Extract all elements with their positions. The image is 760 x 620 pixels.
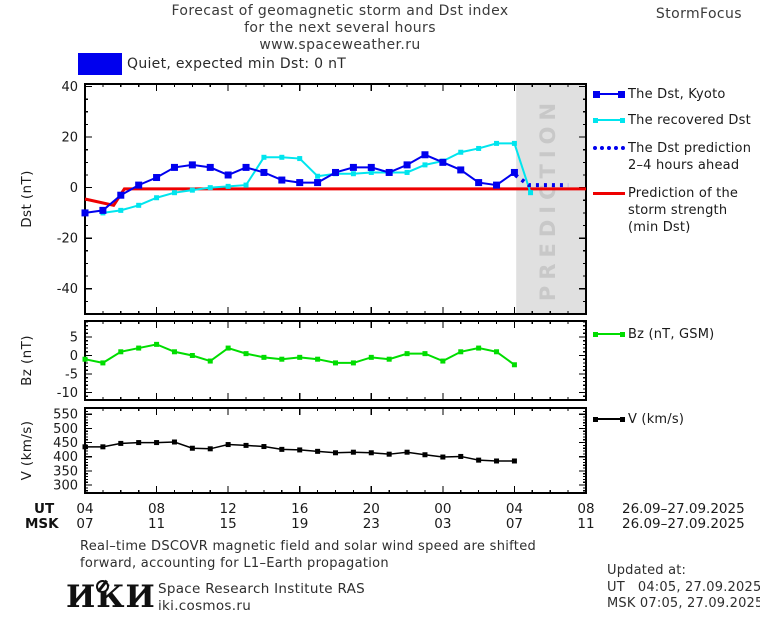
dst-ytick-label: -40 — [57, 282, 78, 297]
bz-ytick-label: -5 — [65, 368, 78, 383]
v-ytick-label: 300 — [53, 479, 78, 494]
bz-ytick-label: 0 — [70, 349, 78, 364]
v-ytick-label: 500 — [53, 422, 78, 437]
dst-axis-title: Dst (nT) — [19, 170, 35, 228]
iki-logo: ИКИ — [66, 579, 156, 615]
dst-series-3 — [514, 173, 569, 188]
v-ytick-label: 400 — [53, 450, 78, 465]
updated-msk: MSK 07:05, 27.09.2025 — [607, 596, 760, 611]
ut-row-label: UT — [34, 501, 55, 517]
bz-ytick-label: -10 — [57, 386, 78, 401]
bz-series-0 — [82, 341, 517, 368]
page-title: Forecast of geomagnetic storm and Dst in… — [60, 3, 620, 54]
dst-series-1 — [100, 140, 534, 216]
v-series-0 — [82, 439, 517, 464]
institute-block: Space Research Institute RAS iki.cosmos.… — [158, 581, 365, 614]
legend-item-dst-prediction: The Dst prediction 2–4 hours ahead — [593, 140, 751, 174]
dst-panel: PREDICTION 40 20 0 -20 -40 Dst (nT) — [19, 80, 587, 315]
msk-date-range: 26.09–27.09.2025 — [622, 516, 745, 532]
msk-tick-label: 23 — [363, 516, 380, 532]
updated-ut: UT 04:05, 27.09.2025 — [607, 579, 760, 595]
ut-tick-label: 08 — [577, 501, 594, 517]
legend-item-bz: Bz (nT, GSM) — [593, 326, 714, 343]
recovered-series-marker — [593, 117, 625, 123]
status-color-box — [78, 53, 122, 75]
ut-tick-label: 08 — [148, 501, 165, 517]
v-ticks — [85, 407, 586, 493]
title-line-1: Forecast of geomagnetic storm and Dst in… — [171, 3, 509, 19]
time-axis-rows: UTMSK0407081112151619202300030407081126.… — [25, 501, 745, 532]
prediction-watermark: PREDICTION — [536, 97, 560, 301]
msk-tick-label: 07 — [76, 516, 93, 532]
v-ytick-label: 450 — [53, 436, 78, 451]
msk-tick-label: 11 — [577, 516, 594, 532]
msk-tick-label: 15 — [220, 516, 237, 532]
bz-series-marker — [593, 331, 625, 337]
dst-series-2 — [81, 151, 518, 217]
iki-logo-text: ИКИ — [66, 579, 156, 615]
msk-tick-label: 19 — [291, 516, 308, 532]
updated-block: Updated at: UT 04:05, 27.09.2025 MSK 07:… — [607, 563, 760, 613]
v-ytick-label: 550 — [53, 408, 78, 423]
bz-frame — [84, 320, 587, 401]
legend-label-recovered: The recovered Dst — [628, 113, 751, 128]
footnote: Real–time DSCOVR magnetic field and sola… — [80, 539, 536, 572]
v-frame — [84, 407, 587, 494]
title-line-3-url: www.spaceweather.ru — [259, 37, 421, 53]
dst-series-0 — [84, 187, 586, 208]
bz-ytick-label: 5 — [70, 330, 78, 345]
ut-tick-label: 04 — [506, 501, 523, 517]
msk-row-label: MSK — [25, 516, 59, 532]
legend-label-storm: Prediction of the storm strength (min Ds… — [628, 186, 739, 235]
legend-item-recovered-dst: The recovered Dst — [593, 112, 751, 129]
kyoto-series-marker — [593, 90, 625, 98]
legend-label-bz: Bz (nT, GSM) — [628, 327, 715, 342]
updated-label: Updated at: — [607, 563, 687, 578]
ut-tick-label: 12 — [220, 501, 237, 517]
title-line-2: for the next several hours — [244, 20, 436, 36]
ut-tick-label: 16 — [291, 501, 308, 517]
dst-ytick-label: 20 — [61, 131, 78, 146]
legend-item-storm-strength: Prediction of the storm strength (min Ds… — [593, 185, 738, 236]
v-series-marker — [593, 416, 625, 422]
footnote-line-1: Real–time DSCOVR magnetic field and sola… — [80, 539, 537, 554]
dst-ytick-label: 0 — [70, 181, 78, 196]
dst-ticks — [85, 84, 586, 315]
legend-item-dst-kyoto: The Dst, Kyoto — [593, 86, 726, 103]
status-label: Quiet, expected min Dst: 0 nT — [127, 56, 347, 72]
dst-frame — [84, 83, 587, 315]
ut-date-range: 26.09–27.09.2025 — [622, 501, 745, 517]
v-ytick-label: 350 — [53, 464, 78, 479]
prediction-band — [516, 84, 586, 314]
institute-name: Space Research Institute RAS — [158, 581, 366, 597]
msk-tick-label: 07 — [506, 516, 523, 532]
storm-series-marker — [593, 192, 625, 195]
bz-ticks — [85, 321, 586, 401]
dst-ytick-label: -20 — [57, 232, 78, 247]
bz-axis-title: Bz (nT) — [19, 335, 35, 386]
ut-tick-label: 00 — [434, 501, 451, 517]
prediction-series-marker — [593, 146, 625, 150]
msk-tick-label: 11 — [148, 516, 165, 532]
msk-tick-label: 03 — [434, 516, 451, 532]
institute-site: iki.cosmos.ru — [158, 597, 252, 614]
legend-item-v: V (km/s) — [593, 411, 684, 428]
ut-tick-label: 20 — [363, 501, 380, 517]
storm-status: Quiet, expected min Dst: 0 nT — [78, 53, 346, 75]
ut-tick-label: 04 — [76, 501, 93, 517]
brand-stormfocus: StormFocus — [655, 6, 742, 22]
footnote-line-2: forward, accounting for L1–Earth propaga… — [80, 555, 389, 571]
legend-label-prediction: The Dst prediction 2–4 hours ahead — [628, 141, 752, 173]
bz-panel: 5 0 -5 -10 Bz (nT) — [19, 320, 587, 401]
legend-label-v: V (km/s) — [628, 412, 685, 427]
v-axis-title: V (km/s) — [19, 421, 35, 481]
dst-ytick-label: 40 — [61, 80, 78, 95]
legend-label-kyoto: The Dst, Kyoto — [628, 87, 726, 102]
iki-logo-circle-accent — [96, 580, 109, 593]
